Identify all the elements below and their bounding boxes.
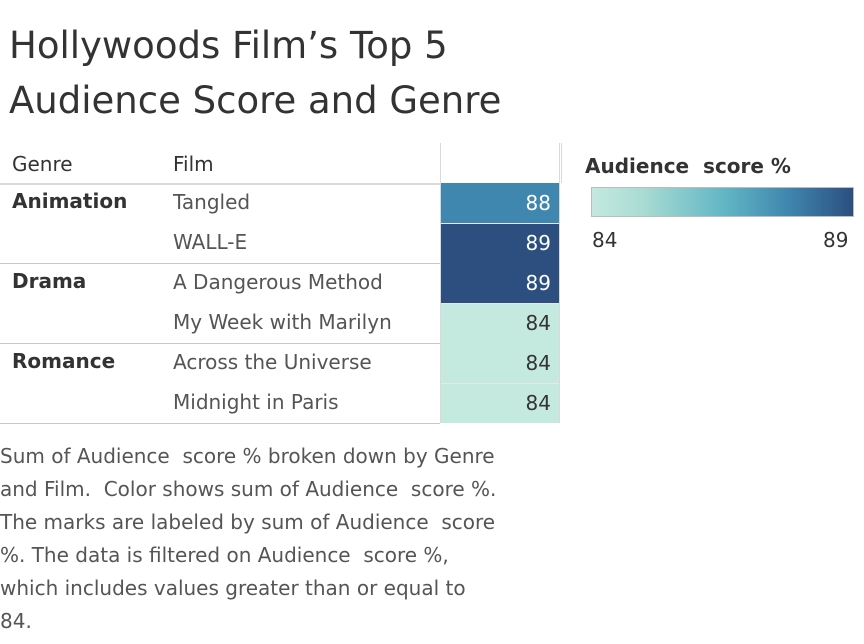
value-cell: 84 — [441, 383, 559, 423]
value-cell: 89 — [441, 263, 559, 303]
genre-label-drama: Drama — [12, 269, 87, 293]
value-cell: 84 — [441, 303, 559, 343]
highlight-table: Genre Film Animation Tangled 88 WALL-E 89 Dra… — [0, 143, 562, 424]
header-divider — [0, 183, 440, 185]
value-cell: 89 — [441, 223, 559, 263]
genre-column-header: Genre — [12, 152, 73, 176]
value-cell: 88 — [441, 183, 559, 223]
value-cell: 84 — [441, 343, 559, 383]
film-label: Midnight in Paris — [173, 390, 339, 414]
legend-min-label: 84 — [592, 228, 618, 252]
column-divider-left — [440, 143, 441, 423]
chart-caption: Sum of Audience score % broken down by G… — [0, 444, 497, 633]
chart-title-line-2: Audience Score and Genre — [9, 79, 502, 122]
cell-separator — [441, 303, 559, 304]
film-column-header: Film — [173, 152, 214, 176]
genre-label-animation: Animation — [12, 189, 128, 213]
column-divider-right — [559, 143, 560, 423]
genre-label-romance: Romance — [12, 349, 116, 373]
group-divider — [0, 263, 440, 264]
color-legend-gradient — [591, 187, 854, 217]
film-label: A Dangerous Method — [173, 270, 383, 294]
chart-title-line-1: Hollywoods Film’s Top 5 — [9, 24, 448, 67]
film-label: Across the Universe — [173, 350, 372, 374]
cell-separator — [441, 223, 559, 224]
film-label: My Week with Marilyn — [173, 310, 392, 334]
group-divider — [0, 423, 440, 424]
legend-max-label: 89 — [823, 228, 849, 252]
chart-title: Hollywoods Film’s Top 5 Audience Score a… — [9, 18, 569, 128]
film-label: WALL-E — [173, 230, 248, 254]
legend-title: Audience score % — [585, 154, 791, 178]
group-divider — [0, 343, 440, 344]
cell-separator — [441, 383, 559, 384]
header-edge-line — [561, 143, 562, 183]
film-label: Tangled — [173, 190, 251, 214]
